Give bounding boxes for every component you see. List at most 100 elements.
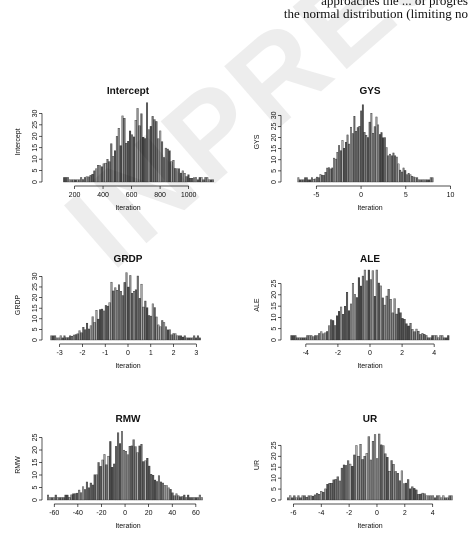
histogram-bar	[142, 306, 145, 341]
histogram-bar	[194, 497, 197, 501]
histogram-bar	[191, 337, 194, 341]
y-tick-label: 20	[271, 134, 278, 142]
y-tick-label: 10	[271, 156, 278, 164]
histogram-bar	[176, 335, 179, 341]
histogram-bar	[56, 337, 58, 341]
histogram-bar	[117, 128, 120, 183]
histogram-bar	[198, 177, 201, 183]
histogram-bar	[423, 179, 425, 183]
histogram-bar	[402, 483, 406, 501]
histogram-bar	[183, 494, 186, 501]
histogram-bar	[59, 335, 62, 341]
histogram-bar	[298, 337, 301, 341]
y-axis-label: RMW	[15, 456, 22, 474]
histogram-bar	[336, 152, 339, 183]
histogram-bar	[185, 337, 188, 341]
histogram-bar	[318, 333, 321, 341]
histogram-bar	[119, 145, 122, 183]
histogram-bar	[433, 497, 437, 501]
histogram-bar	[380, 132, 383, 183]
histogram-bar	[324, 488, 327, 501]
histogram-bar	[114, 287, 117, 341]
histogram-bar	[114, 150, 116, 183]
histogram-bar	[356, 127, 359, 183]
histogram-bar	[425, 335, 428, 341]
histogram-bar	[169, 489, 172, 501]
histogram-bar	[132, 439, 135, 501]
histogram-bar	[326, 331, 329, 341]
chart-title: GYS	[359, 86, 380, 97]
histogram-panel-gys: GYS 0 5 10 15 20 25 30 -5 0 5 10 Iteration GYS	[254, 86, 455, 212]
histogram-bar	[107, 455, 110, 501]
x-tick-label: -2	[79, 350, 85, 357]
histogram-bar	[392, 152, 395, 183]
histogram-bar	[64, 494, 67, 501]
histogram-bar	[340, 306, 343, 341]
histogram-bar	[328, 483, 331, 501]
histogram-bar	[365, 453, 368, 501]
histogram-bar	[68, 179, 71, 183]
histogram-bar	[447, 335, 450, 341]
histogram-bar	[287, 497, 290, 501]
histogram-bar	[413, 331, 416, 341]
histogram-bar	[66, 494, 69, 501]
histogram-bar	[76, 179, 79, 183]
histogram-bar	[330, 319, 333, 341]
header-text-line-1: approaches the ... of progres	[321, 0, 468, 8]
histogram-bar	[110, 281, 113, 341]
x-axis-label: Iteration	[357, 205, 382, 212]
histogram-bar	[198, 494, 201, 501]
y-axis-label: GYS	[254, 134, 261, 149]
histogram-bar	[130, 445, 133, 501]
histogram-bar	[54, 335, 57, 341]
histogram-bar	[144, 300, 147, 341]
y-tick-label: 30	[32, 272, 39, 280]
histogram-bar	[93, 170, 96, 183]
histogram-bar	[377, 124, 380, 183]
histogram-bar	[189, 337, 192, 341]
histogram-bar	[415, 489, 418, 501]
histogram-bar	[132, 136, 135, 183]
histogram-bar	[320, 331, 323, 341]
x-tick-label: 10	[447, 192, 455, 199]
histogram-bar	[331, 167, 334, 183]
histogram-bar	[292, 335, 295, 341]
y-axis-label: ALE	[254, 298, 261, 312]
x-tick-label: 4	[431, 510, 435, 517]
histogram-bar	[350, 126, 352, 183]
histogram-bar	[373, 296, 376, 341]
histogram-bar	[429, 337, 432, 341]
histogram-bar	[407, 173, 410, 183]
histogram-bar	[332, 479, 335, 501]
histogram-bar	[87, 487, 90, 501]
histogram-bar	[423, 493, 426, 501]
histogram-bar	[129, 275, 132, 341]
histogram-bar	[101, 308, 104, 341]
histogram-bar	[347, 310, 351, 341]
y-tick-label: 0	[32, 338, 39, 342]
histogram-bar	[441, 335, 444, 341]
histogram-bar	[84, 329, 87, 341]
histogram-bar	[427, 495, 430, 501]
histogram-bar	[157, 475, 160, 501]
histogram-bar	[86, 322, 89, 341]
histogram-bar	[153, 119, 156, 183]
histogram-bar	[369, 459, 372, 501]
histogram-bar	[206, 177, 209, 183]
histogram-panel-ale: ALE 0 5 10 15 20 25 -4 -2 0 2 4 Iteration ALE	[254, 254, 450, 370]
y-tick-label: 0	[32, 498, 39, 502]
y-tick-label: 5	[271, 327, 278, 331]
histogram-bar	[395, 156, 398, 183]
histogram-bar	[181, 336, 184, 341]
histogram-bar	[100, 166, 103, 183]
histogram-bar	[445, 337, 448, 341]
y-axis-label: Intercept	[15, 128, 22, 155]
histogram-bar	[146, 307, 149, 341]
x-tick-label: 0	[123, 510, 127, 517]
histogram-bar	[74, 493, 77, 501]
histogram-bar	[167, 487, 170, 501]
y-tick-label: 20	[32, 132, 39, 140]
histogram-bar	[178, 335, 181, 341]
histogram-bar	[394, 471, 397, 501]
histogram-bar	[89, 175, 92, 183]
